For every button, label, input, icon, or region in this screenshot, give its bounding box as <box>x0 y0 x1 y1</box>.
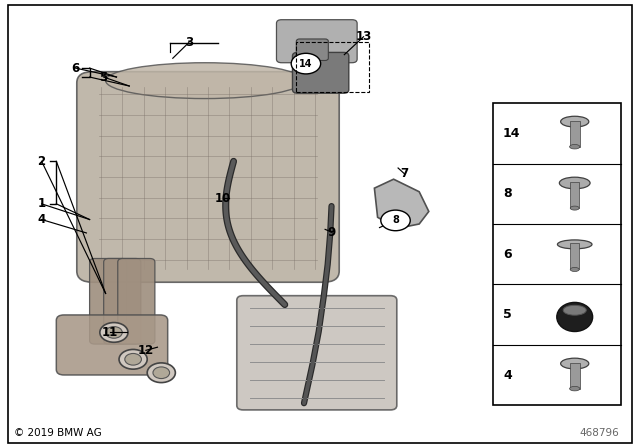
Text: 4: 4 <box>38 213 45 226</box>
Text: 6: 6 <box>72 61 79 75</box>
Ellipse shape <box>559 177 590 189</box>
FancyBboxPatch shape <box>104 258 141 344</box>
Polygon shape <box>374 179 429 228</box>
Circle shape <box>106 327 122 338</box>
Ellipse shape <box>563 306 586 315</box>
Text: 3: 3 <box>185 36 193 49</box>
Circle shape <box>381 210 410 231</box>
Text: 5: 5 <box>100 70 108 84</box>
Text: 9: 9 <box>328 225 335 239</box>
Text: 11: 11 <box>102 326 118 339</box>
Ellipse shape <box>570 386 580 391</box>
Text: 2: 2 <box>38 155 45 168</box>
FancyBboxPatch shape <box>118 258 155 344</box>
Text: 13: 13 <box>355 30 372 43</box>
Circle shape <box>291 53 321 74</box>
Ellipse shape <box>557 240 592 249</box>
Text: 14: 14 <box>503 127 520 140</box>
FancyBboxPatch shape <box>276 20 357 63</box>
Circle shape <box>147 363 175 383</box>
Text: © 2019 BMW AG: © 2019 BMW AG <box>14 428 102 438</box>
Text: 4: 4 <box>503 369 512 382</box>
Text: 5: 5 <box>503 308 512 321</box>
Circle shape <box>119 349 147 369</box>
Ellipse shape <box>106 63 304 99</box>
FancyBboxPatch shape <box>90 258 127 344</box>
Text: 10: 10 <box>214 191 231 205</box>
FancyBboxPatch shape <box>296 39 328 60</box>
Text: 6: 6 <box>503 248 511 261</box>
Text: 468796: 468796 <box>580 428 620 438</box>
Bar <box>570 182 579 208</box>
Bar <box>296 42 369 92</box>
Ellipse shape <box>561 116 589 127</box>
FancyBboxPatch shape <box>56 315 168 375</box>
Ellipse shape <box>561 358 589 369</box>
Text: 8: 8 <box>503 187 511 200</box>
Ellipse shape <box>570 145 580 149</box>
Text: 14: 14 <box>299 59 313 69</box>
Ellipse shape <box>570 206 579 210</box>
FancyBboxPatch shape <box>237 296 397 410</box>
Text: 1: 1 <box>38 197 45 211</box>
Text: 12: 12 <box>138 344 154 357</box>
Text: 7: 7 <box>401 167 408 181</box>
Bar <box>493 103 621 405</box>
Circle shape <box>125 353 141 365</box>
FancyBboxPatch shape <box>77 72 339 282</box>
Ellipse shape <box>557 302 593 332</box>
Circle shape <box>153 367 170 379</box>
Bar <box>570 121 580 147</box>
Circle shape <box>100 323 128 342</box>
Ellipse shape <box>570 267 579 271</box>
Text: 8: 8 <box>392 215 399 225</box>
Bar <box>570 244 579 270</box>
Bar <box>570 363 580 389</box>
FancyBboxPatch shape <box>292 52 349 93</box>
